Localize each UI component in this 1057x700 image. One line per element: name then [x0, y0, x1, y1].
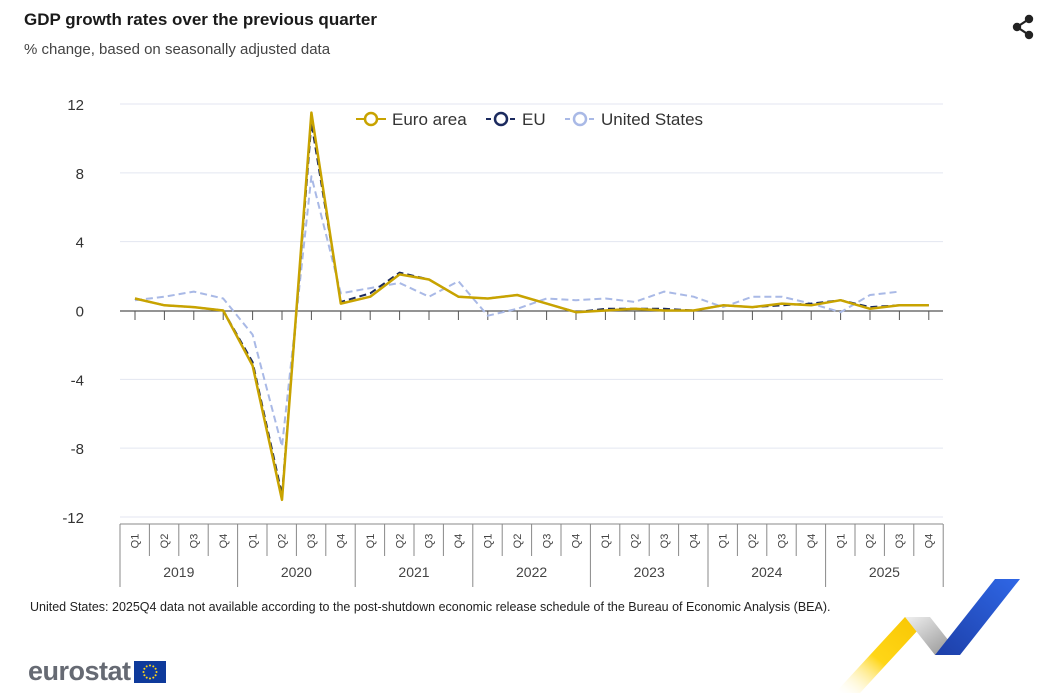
legend-symbol-marker [363, 111, 379, 127]
x-year-label: 2025 [869, 564, 900, 580]
footnote: United States: 2025Q4 data not available… [30, 600, 831, 614]
y-tick-label: 8 [76, 166, 84, 183]
x-year-label: 2022 [516, 564, 547, 580]
legend: Euro area EU United States [356, 110, 703, 129]
x-quarter-label: Q1 [718, 534, 730, 549]
y-tick-label: -8 [71, 441, 84, 458]
x-year-label: 2021 [398, 564, 429, 580]
legend-item[interactable]: Euro area [356, 110, 467, 129]
x-quarter-label: Q3 [894, 534, 906, 549]
eu-flag-icon [133, 660, 166, 683]
x-quarter-label: Q1 [835, 534, 847, 549]
legend-label: EU [522, 110, 546, 129]
logo-text: eurostat [28, 656, 131, 686]
x-year-label: 2023 [634, 564, 665, 580]
legend-symbol-marker [493, 111, 509, 127]
x-quarter-label: Q4 [806, 534, 818, 549]
x-year-label: 2020 [281, 564, 312, 580]
brand-chevron-decoration [835, 579, 1020, 693]
chart-subtitle: % change, based on seasonally adjusted d… [24, 41, 331, 58]
y-tick-label: 0 [76, 304, 84, 321]
y-tick-label: -12 [62, 510, 84, 527]
series-line-eu[interactable] [134, 121, 929, 496]
x-quarter-label: Q1 [365, 534, 377, 549]
x-axis: Q1 Q2 Q3 Q4 Q1 Q2 Q3 Q4 Q1 Q2 Q3 Q4 Q1 Q2 Q3 Q4 Q1 Q2 Q3 Q4… [119, 310, 944, 587]
x-quarter-label: Q1 [247, 534, 259, 549]
x-quarter-label: Q2 [394, 534, 406, 549]
legend-item[interactable]: United States [565, 110, 703, 129]
x-quarter-label: Q3 [424, 534, 436, 549]
series-lines [134, 111, 929, 502]
x-quarter-label: Q2 [159, 534, 171, 549]
chart-title: GDP growth rates over the previous quart… [24, 10, 377, 29]
x-quarter-label: Q3 [777, 534, 789, 549]
series-line-euro-area[interactable] [134, 111, 929, 502]
x-quarter-label: Q4 [924, 534, 936, 549]
legend-label: United States [601, 110, 703, 129]
x-quarter-label: Q2 [747, 534, 759, 549]
y-tick-label: -4 [71, 372, 84, 389]
x-quarter-label: Q2 [630, 534, 642, 549]
x-quarter-label: Q4 [688, 534, 700, 549]
x-quarter-label: Q4 [571, 534, 583, 549]
x-quarter-label: Q3 [306, 534, 318, 549]
x-quarter-label: Q1 [600, 534, 612, 549]
eurostat-logo: eurostat [28, 656, 166, 687]
x-quarter-label: Q4 [218, 534, 230, 549]
x-quarter-label: Q3 [541, 534, 553, 549]
x-quarter-label: Q3 [189, 534, 201, 549]
x-quarter-label: Q3 [659, 534, 671, 549]
y-tick-label: 12 [67, 97, 84, 114]
x-quarter-label: Q1 [130, 534, 142, 549]
legend-item[interactable]: EU [486, 110, 546, 129]
x-year-label: 2024 [751, 564, 782, 580]
y-axis-ticks: 12 8 4 0 -4 -8 -12 [62, 97, 84, 527]
x-quarter-label: Q1 [483, 534, 495, 549]
legend-symbol-marker [572, 111, 588, 127]
x-year-label: 2019 [163, 564, 194, 580]
x-quarter-label: Q2 [277, 534, 289, 549]
x-quarter-label: Q4 [453, 534, 465, 549]
x-quarter-label: Q2 [512, 534, 524, 549]
x-quarter-label: Q4 [336, 534, 348, 549]
y-tick-label: 4 [76, 235, 84, 252]
x-quarter-label: Q2 [865, 534, 877, 549]
share-icon[interactable] [1008, 12, 1038, 42]
legend-label: Euro area [392, 110, 467, 129]
